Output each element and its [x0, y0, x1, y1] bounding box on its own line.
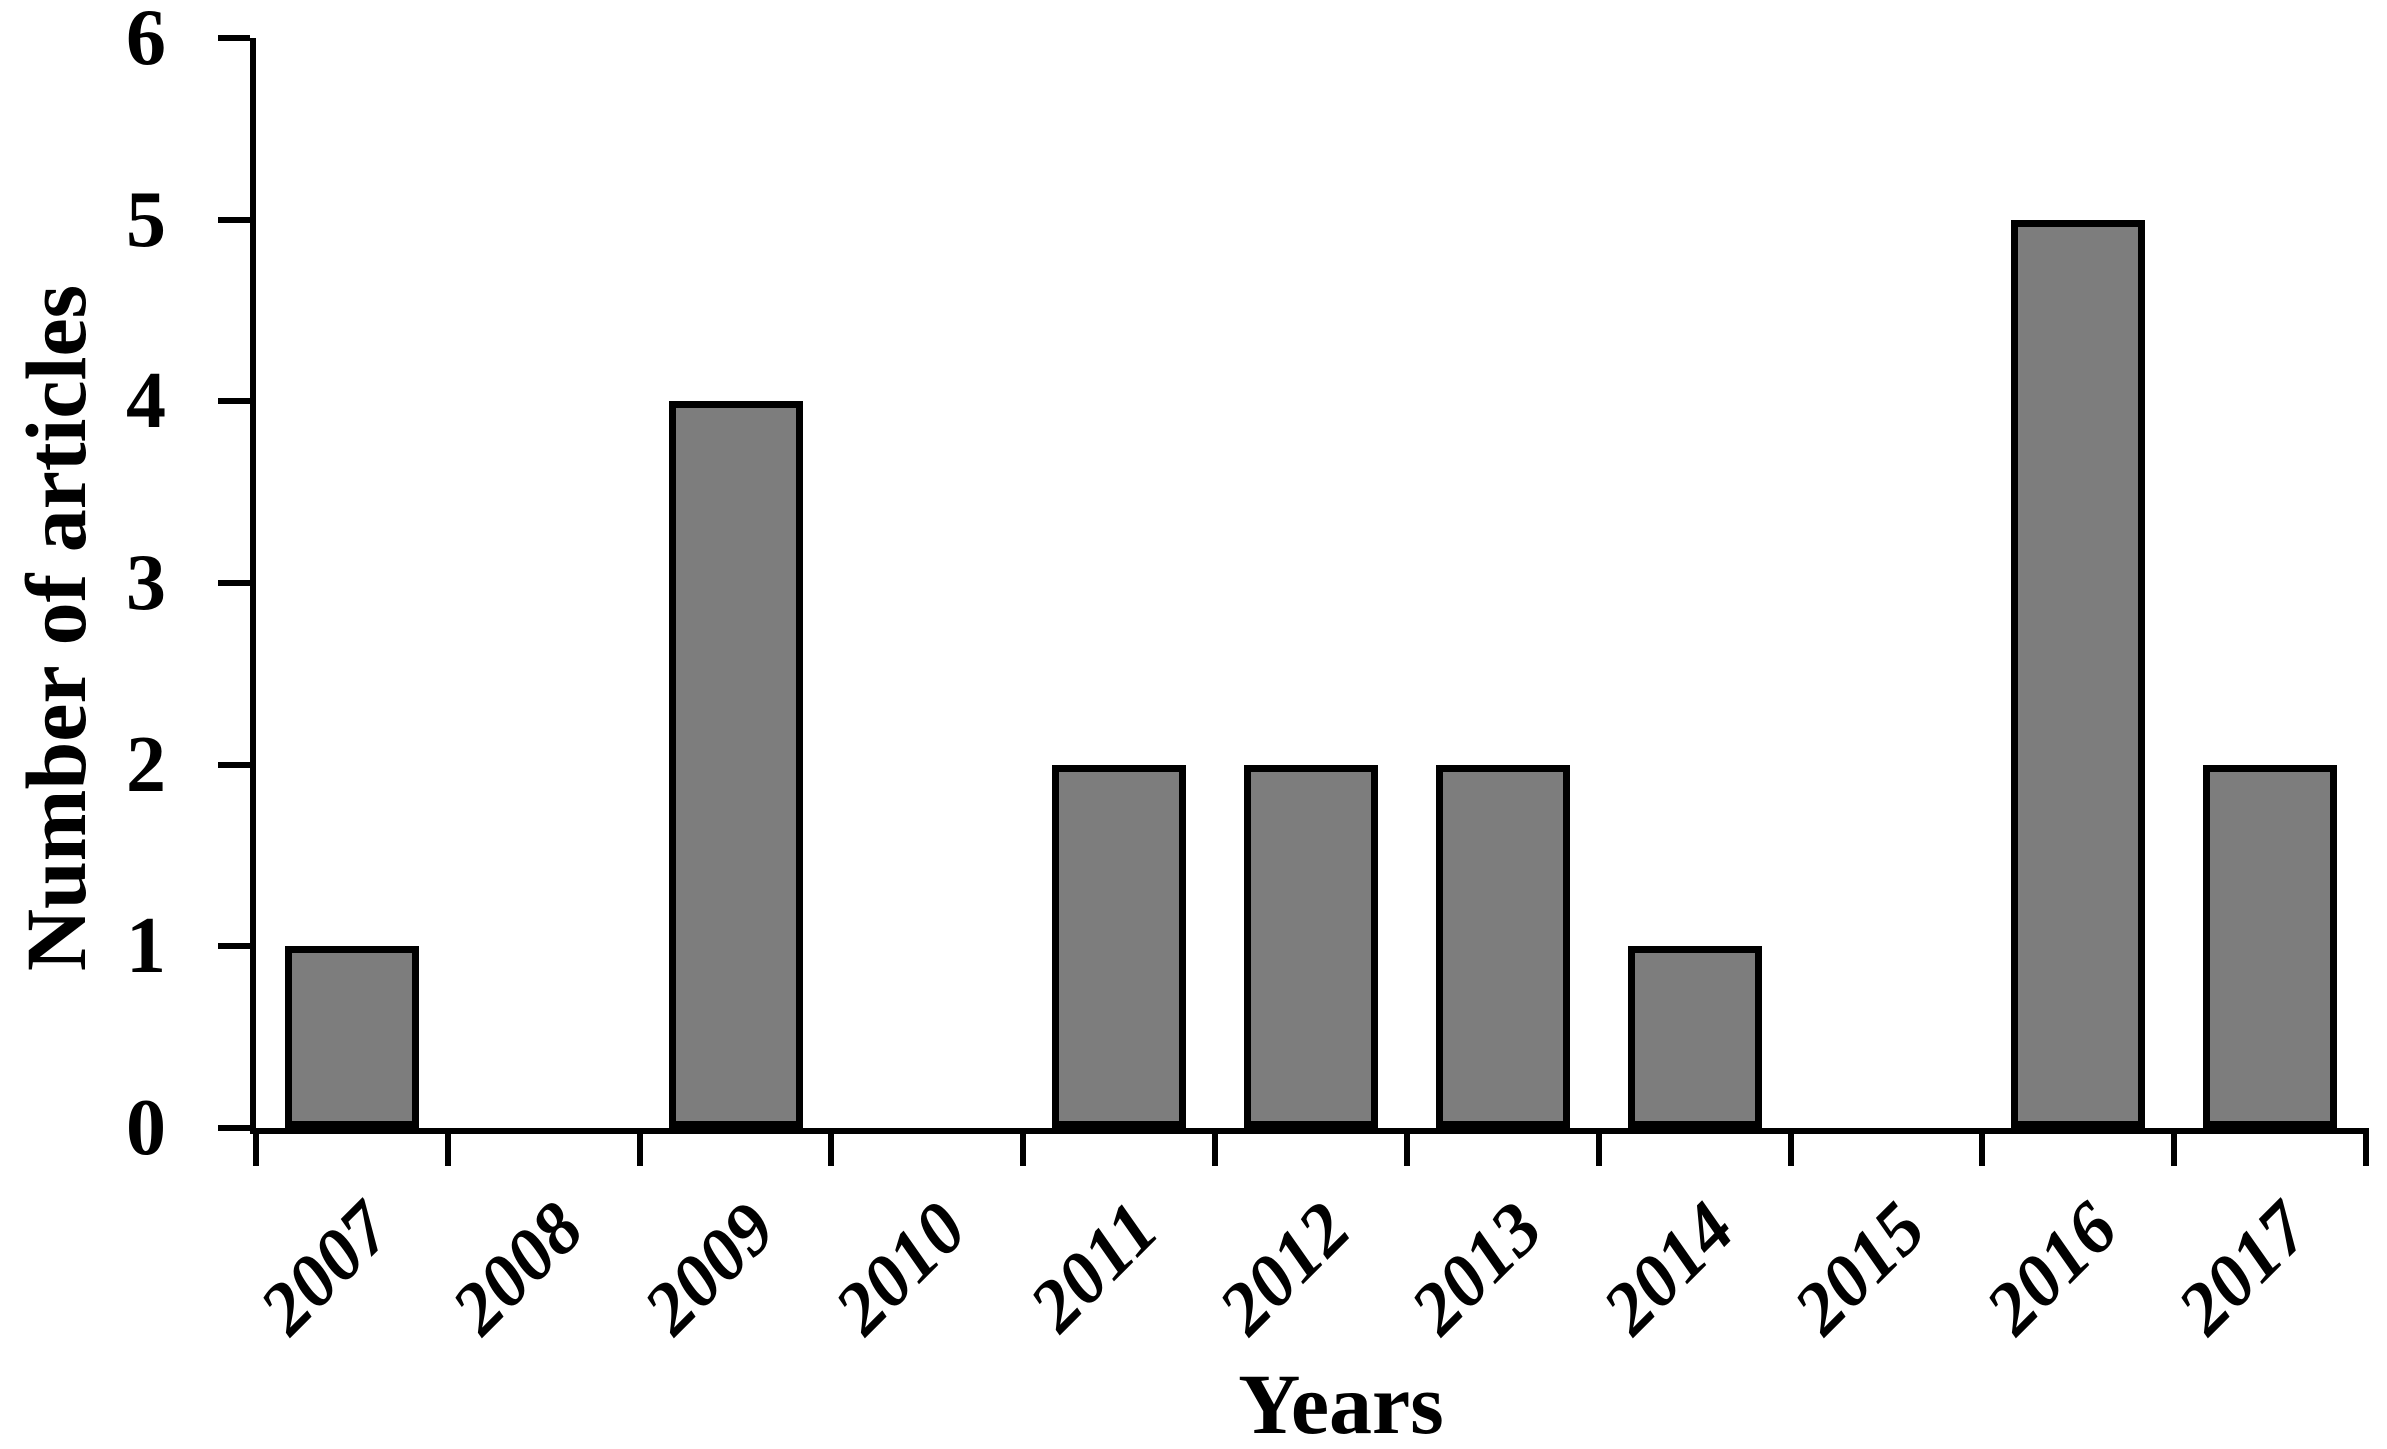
- bar-2009: [668, 401, 803, 1128]
- x-tick-1: [444, 1128, 451, 1166]
- x-tick-label-2009: 2009: [628, 1187, 791, 1350]
- bar-2011: [1052, 764, 1187, 1128]
- bar-2012: [1244, 764, 1378, 1128]
- x-axis-title: Years: [1238, 1356, 1444, 1449]
- y-tick-6: [218, 35, 250, 41]
- x-tick-label-2007: 2007: [244, 1187, 408, 1350]
- y-axis-title: Number of articles: [8, 284, 104, 972]
- bar-2017: [2203, 764, 2338, 1128]
- bar-2013: [1435, 764, 1570, 1128]
- x-tick-label-2011: 2011: [1014, 1187, 1175, 1347]
- y-tick-2: [218, 761, 250, 768]
- x-tick-label-2016: 2016: [1970, 1187, 2134, 1350]
- x-tick-label-2017: 2017: [2162, 1187, 2326, 1350]
- y-tick-label-2: 2: [126, 720, 166, 809]
- bar-2016: [2011, 219, 2146, 1128]
- x-tick-label-2014: 2014: [1587, 1187, 1750, 1350]
- x-tick-6: [1403, 1128, 1410, 1166]
- x-tick-5: [1212, 1128, 1219, 1166]
- y-tick-label-3: 3: [126, 539, 166, 627]
- x-tick-2: [636, 1128, 643, 1166]
- y-tick-label-5: 5: [126, 175, 166, 264]
- x-tick-0: [253, 1128, 259, 1166]
- y-tick-0: [218, 1125, 250, 1131]
- x-tick-7: [1595, 1128, 1602, 1166]
- x-tick-11: [2363, 1128, 2369, 1166]
- x-tick-9: [1979, 1128, 1986, 1166]
- bar-2007: [284, 946, 419, 1128]
- y-tick-label-4: 4: [126, 357, 166, 446]
- y-tick-label-0: 0: [126, 1084, 166, 1172]
- x-tick-8: [1787, 1128, 1794, 1166]
- y-tick-4: [218, 398, 250, 405]
- y-tick-3: [218, 580, 250, 586]
- y-tick-1: [218, 943, 250, 950]
- x-tick-3: [828, 1128, 835, 1166]
- bar-2014: [1627, 946, 1762, 1128]
- y-tick-label-1: 1: [126, 902, 166, 991]
- y-tick-5: [218, 216, 250, 223]
- x-tick-10: [2171, 1128, 2178, 1166]
- x-tick-label-2010: 2010: [819, 1187, 983, 1350]
- x-tick-label-2008: 2008: [436, 1187, 599, 1350]
- x-tick-label-2015: 2015: [1778, 1187, 1942, 1350]
- y-tick-label-6: 6: [126, 0, 166, 82]
- x-tick-4: [1020, 1128, 1027, 1166]
